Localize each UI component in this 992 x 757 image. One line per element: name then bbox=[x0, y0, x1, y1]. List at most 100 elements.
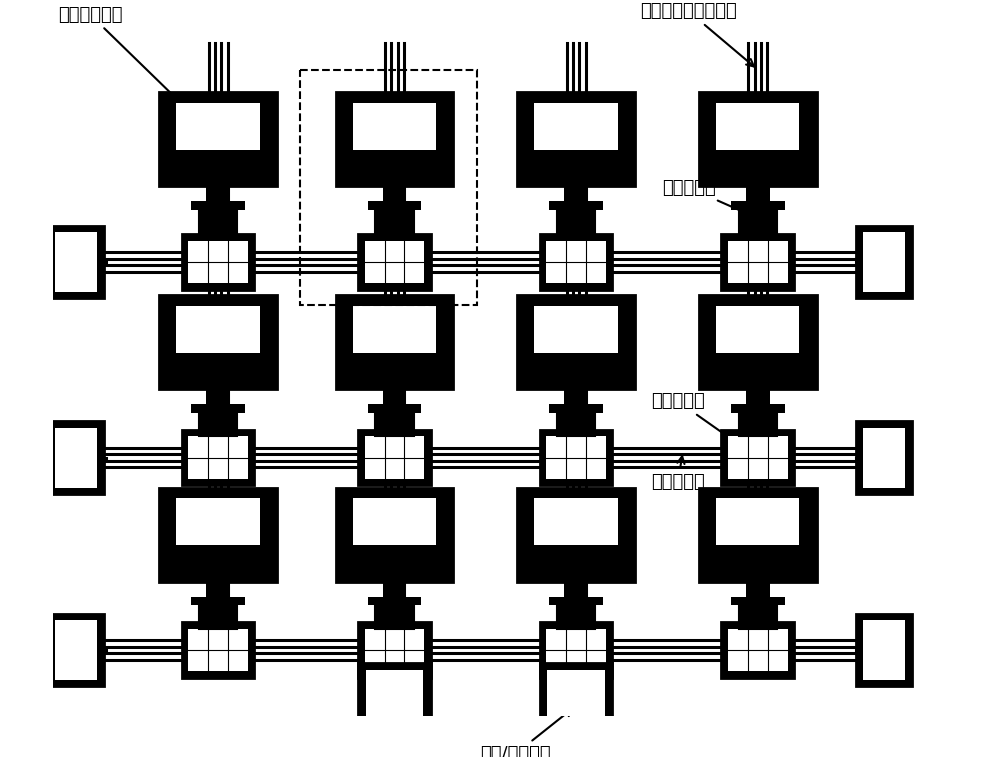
Bar bbox=[731, 201, 785, 210]
Bar bbox=[353, 306, 436, 353]
Bar bbox=[358, 430, 431, 485]
Bar bbox=[49, 422, 104, 494]
Text: 内建连接线: 内建连接线 bbox=[651, 456, 704, 491]
Bar bbox=[518, 92, 635, 186]
Bar bbox=[375, 599, 414, 628]
Bar bbox=[863, 620, 906, 680]
Bar bbox=[548, 671, 605, 741]
Bar bbox=[739, 599, 777, 628]
Bar bbox=[564, 186, 588, 201]
Bar bbox=[49, 226, 104, 298]
Bar bbox=[353, 498, 436, 545]
Bar bbox=[301, 70, 477, 305]
Bar bbox=[335, 295, 453, 389]
Bar bbox=[375, 407, 414, 436]
Bar bbox=[550, 597, 603, 605]
Bar bbox=[191, 404, 245, 413]
Bar bbox=[191, 201, 245, 210]
Bar bbox=[206, 186, 230, 201]
Bar bbox=[364, 436, 425, 479]
Bar bbox=[564, 389, 588, 404]
Bar bbox=[728, 628, 788, 671]
Bar bbox=[746, 581, 770, 597]
Bar bbox=[383, 389, 407, 404]
Bar bbox=[728, 241, 788, 283]
Bar bbox=[746, 389, 770, 404]
Bar bbox=[177, 103, 260, 150]
Bar bbox=[699, 92, 816, 186]
Bar bbox=[358, 622, 431, 678]
Bar bbox=[188, 436, 248, 479]
Bar bbox=[547, 241, 606, 283]
Bar bbox=[535, 498, 618, 545]
Bar bbox=[731, 404, 785, 413]
Bar bbox=[863, 232, 906, 292]
Bar bbox=[535, 306, 618, 353]
Bar bbox=[182, 622, 255, 678]
Bar bbox=[358, 235, 431, 290]
Bar bbox=[518, 295, 635, 389]
Bar bbox=[55, 232, 97, 292]
Bar bbox=[540, 663, 612, 749]
Bar bbox=[199, 204, 237, 233]
Bar bbox=[335, 92, 453, 186]
Bar bbox=[55, 620, 97, 680]
Bar bbox=[856, 614, 912, 687]
Bar bbox=[383, 186, 407, 201]
Bar bbox=[557, 407, 595, 436]
Bar bbox=[746, 186, 770, 201]
Text: 基于查找表的逻辑块: 基于查找表的逻辑块 bbox=[640, 2, 754, 67]
Bar bbox=[564, 581, 588, 597]
Bar bbox=[366, 671, 424, 741]
Bar bbox=[49, 614, 104, 687]
Bar bbox=[206, 389, 230, 404]
Bar bbox=[368, 404, 422, 413]
Text: 可配置逻辑块: 可配置逻辑块 bbox=[58, 5, 214, 136]
Bar bbox=[721, 235, 795, 290]
Bar bbox=[547, 628, 606, 671]
Bar bbox=[856, 422, 912, 494]
Bar bbox=[863, 428, 906, 488]
Bar bbox=[358, 663, 431, 749]
Bar bbox=[364, 628, 425, 671]
Bar bbox=[55, 428, 97, 488]
Bar bbox=[557, 204, 595, 233]
Bar bbox=[699, 295, 816, 389]
Text: 连接切换器: 连接切换器 bbox=[651, 392, 754, 455]
Bar bbox=[540, 430, 612, 485]
Bar bbox=[160, 92, 277, 186]
Bar bbox=[353, 103, 436, 150]
Bar bbox=[364, 241, 425, 283]
Bar bbox=[716, 498, 800, 545]
Bar bbox=[188, 628, 248, 671]
Bar bbox=[535, 103, 618, 150]
Bar bbox=[182, 235, 255, 290]
Bar bbox=[177, 498, 260, 545]
Bar bbox=[199, 407, 237, 436]
Bar bbox=[728, 436, 788, 479]
Bar bbox=[160, 295, 277, 389]
Bar bbox=[739, 204, 777, 233]
Bar bbox=[191, 597, 245, 605]
Bar bbox=[335, 488, 453, 581]
Bar bbox=[550, 201, 603, 210]
Bar bbox=[383, 581, 407, 597]
Bar bbox=[716, 103, 800, 150]
Bar bbox=[557, 599, 595, 628]
Bar bbox=[368, 201, 422, 210]
Bar bbox=[540, 622, 612, 678]
Bar bbox=[721, 622, 795, 678]
Bar bbox=[368, 597, 422, 605]
Bar bbox=[856, 226, 912, 298]
Bar bbox=[721, 430, 795, 485]
Bar bbox=[739, 407, 777, 436]
Text: 输入/输出模块: 输入/输出模块 bbox=[480, 709, 572, 757]
Text: 多路选择器: 多路选择器 bbox=[662, 179, 753, 217]
Bar bbox=[699, 488, 816, 581]
Bar bbox=[716, 306, 800, 353]
Bar bbox=[160, 488, 277, 581]
Bar bbox=[199, 599, 237, 628]
Bar bbox=[518, 488, 635, 581]
Bar bbox=[375, 204, 414, 233]
Bar bbox=[731, 597, 785, 605]
